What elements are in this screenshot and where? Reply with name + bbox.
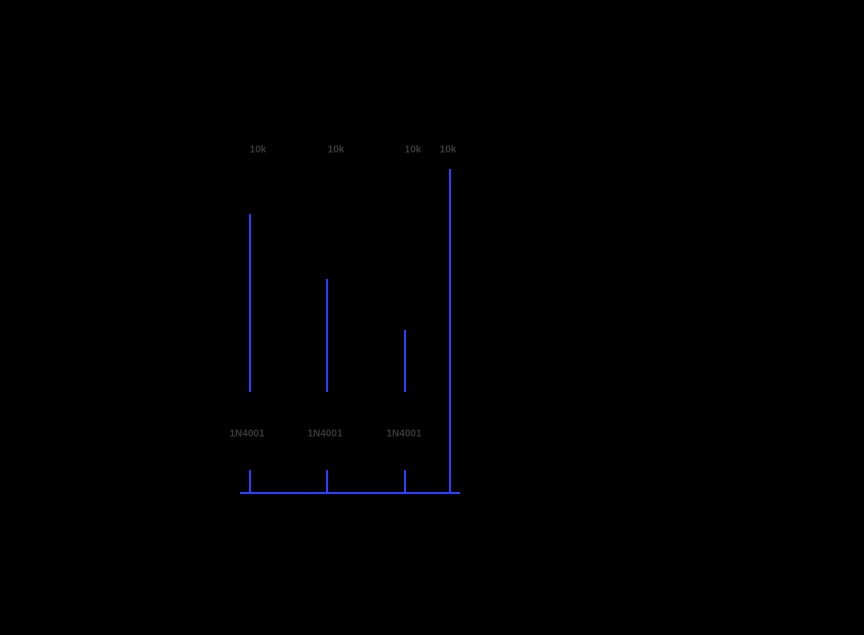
top-label-2: 10k (405, 145, 422, 156)
bar-3 (404, 330, 406, 392)
top-label-1: 10k (328, 145, 345, 156)
bar-2 (326, 279, 328, 392)
bar-2b (326, 470, 328, 493)
chart-stage: 10k 10k 10k 10k 1N4001 1N4001 1N4001 (0, 0, 864, 635)
bottom-label-1: 1N4001 (307, 429, 342, 440)
baseline-rule (240, 492, 460, 494)
bottom-label-0: 1N4001 (229, 429, 264, 440)
bar-3b (404, 470, 406, 493)
bar-1b (249, 470, 251, 493)
top-label-3: 10k (440, 145, 457, 156)
bar-4 (449, 169, 451, 493)
bottom-label-2: 1N4001 (386, 429, 421, 440)
bar-1 (249, 214, 251, 392)
top-label-0: 10k (250, 145, 267, 156)
